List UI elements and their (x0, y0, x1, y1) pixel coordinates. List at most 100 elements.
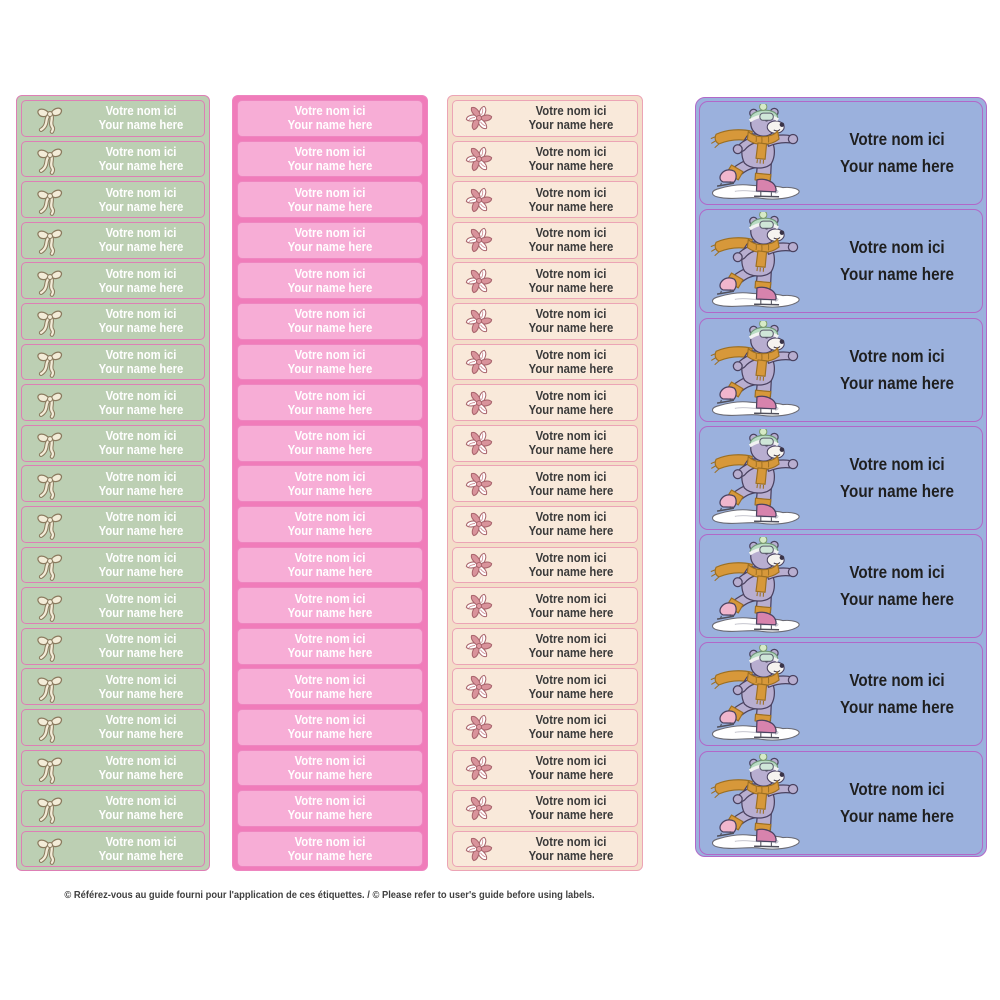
label-text-line2: Your name here (98, 523, 184, 539)
label-text-line2: Your name here (287, 279, 373, 295)
label: Votre nom ici Your name here (21, 221, 205, 259)
label: Votre nom ici Your name here (452, 546, 638, 584)
ribbon-bow-icon (22, 466, 78, 501)
label-text-line2: Your name here (528, 645, 614, 661)
label-text-line2: Your name here (98, 157, 184, 173)
label-text-line2: Your name here (98, 766, 184, 782)
label: Votre nom ici Your name here (21, 424, 205, 462)
label-text-line1: Votre nom ici (105, 184, 177, 200)
label-text-line2: Your name here (287, 320, 373, 336)
green-bow-label-sheet: Votre nom ici Your name here Votre nom ici… (16, 95, 210, 871)
label: Votre nom ici Your name here (21, 749, 205, 787)
label-text-line1: Votre nom ici (105, 103, 177, 119)
pinwheel-icon (453, 304, 505, 339)
label: Votre nom ici Your name here (699, 642, 983, 747)
label-text-line1: Votre nom ici (535, 428, 607, 444)
label-text-line1: Votre nom ici (535, 834, 607, 850)
label-text-line2: Your name here (528, 848, 614, 864)
label-text-line2: Your name here (528, 523, 614, 539)
label-text-line1: Votre nom ici (294, 103, 366, 119)
label: Votre nom ici Your name here (237, 302, 423, 340)
label-text-line1: Votre nom ici (849, 453, 945, 474)
pinwheel-icon (453, 832, 505, 867)
label-text-line1: Votre nom ici (105, 712, 177, 728)
label: Votre nom ici Your name here (21, 627, 205, 665)
label-text-line1: Votre nom ici (105, 834, 177, 850)
label-text-line1: Votre nom ici (294, 793, 366, 809)
pinwheel-icon (453, 548, 505, 583)
label: Votre nom ici Your name here (237, 830, 423, 868)
label-text-line2: Your name here (287, 401, 373, 417)
label-text-line1: Votre nom ici (849, 237, 945, 258)
label-text-line2: Your name here (287, 198, 373, 214)
label: Votre nom ici Your name here (21, 465, 205, 503)
label: Votre nom ici Your name here (237, 546, 423, 584)
label-text-line1: Votre nom ici (105, 428, 177, 444)
label-text-line1: Votre nom ici (294, 631, 366, 647)
label: Votre nom ici Your name here (452, 587, 638, 624)
label: Votre nom ici Your name here (699, 750, 983, 855)
label: Votre nom ici Your name here (452, 708, 638, 746)
label-text-line2: Your name here (287, 239, 373, 255)
label-text-line2: Your name here (98, 726, 184, 742)
label-text-line2: Your name here (840, 156, 954, 176)
label-text-line1: Votre nom ici (294, 428, 366, 444)
label: Votre nom ici Your name here (21, 505, 205, 543)
label-text-line1: Votre nom ici (294, 752, 366, 768)
ribbon-bow-icon (22, 548, 78, 583)
label-text-line2: Your name here (840, 697, 954, 718)
label: Votre nom ici Your name here (237, 424, 423, 462)
label: Votre nom ici Your name here (699, 209, 983, 314)
label: Votre nom ici Your name here (21, 790, 205, 827)
label-text-line1: Votre nom ici (535, 184, 607, 200)
label: Votre nom ici Your name here (21, 668, 205, 706)
label: Votre nom ici Your name here (452, 465, 638, 503)
ribbon-bow-icon (22, 426, 78, 461)
label-text-line1: Votre nom ici (535, 752, 607, 768)
ribbon-bow-icon (22, 304, 78, 339)
label-text-line1: Votre nom ici (535, 590, 607, 606)
label-text-line1: Votre nom ici (849, 670, 945, 691)
label: Votre nom ici Your name here (21, 384, 205, 421)
label-text-line1: Votre nom ici (105, 590, 177, 606)
ribbon-bow-icon (22, 182, 78, 217)
label-text-line2: Your name here (528, 807, 614, 823)
label-text-line1: Votre nom ici (105, 509, 177, 525)
ribbon-bow-icon (22, 669, 78, 704)
label: Votre nom ici Your name here (452, 749, 638, 787)
ribbon-bow-icon (22, 710, 78, 745)
label: Votre nom ici Your name here (21, 708, 205, 746)
label-text-line2: Your name here (98, 442, 184, 458)
pinwheel-icon (453, 223, 505, 258)
label-text-line2: Your name here (98, 807, 184, 823)
label-text-line1: Votre nom ici (535, 793, 607, 809)
label-text-line1: Votre nom ici (105, 752, 177, 768)
label-text-line2: Your name here (528, 726, 614, 742)
label-text-line2: Your name here (98, 482, 184, 498)
label: Votre nom ici Your name here (452, 505, 638, 543)
label: Votre nom ici Your name here (237, 140, 423, 178)
pinwheel-icon (453, 345, 505, 380)
label-text-line1: Votre nom ici (535, 468, 607, 484)
label-text-line2: Your name here (287, 157, 373, 173)
label-text-line1: Votre nom ici (105, 468, 177, 484)
label-text-line2: Your name here (287, 360, 373, 376)
label: Votre nom ici Your name here (21, 343, 205, 381)
label-text-line1: Votre nom ici (294, 265, 366, 281)
label-text-line2: Your name here (287, 766, 373, 782)
label-text-line2: Your name here (528, 563, 614, 579)
label: Votre nom ici Your name here (21, 830, 205, 868)
label: Votre nom ici Your name here (699, 534, 983, 639)
label: Votre nom ici Your name here (237, 708, 423, 746)
cream-pinwheel-label-sheet: Votre nom ici Your name here Votre nom ici… (447, 95, 643, 871)
label: Votre nom ici Your name here (237, 587, 423, 624)
label: Votre nom ici Your name here (237, 181, 423, 218)
skating-polar-bear-illustration (700, 752, 812, 854)
skating-polar-bear-illustration (700, 535, 812, 637)
label: Votre nom ici Your name here (237, 627, 423, 665)
label-text-line1: Votre nom ici (105, 793, 177, 809)
label: Votre nom ici Your name here (452, 100, 638, 137)
pinwheel-icon (453, 142, 505, 177)
blue-skating-bear-label-sheet: Votre nom ici Your name here Votre nom ici… (695, 97, 987, 857)
